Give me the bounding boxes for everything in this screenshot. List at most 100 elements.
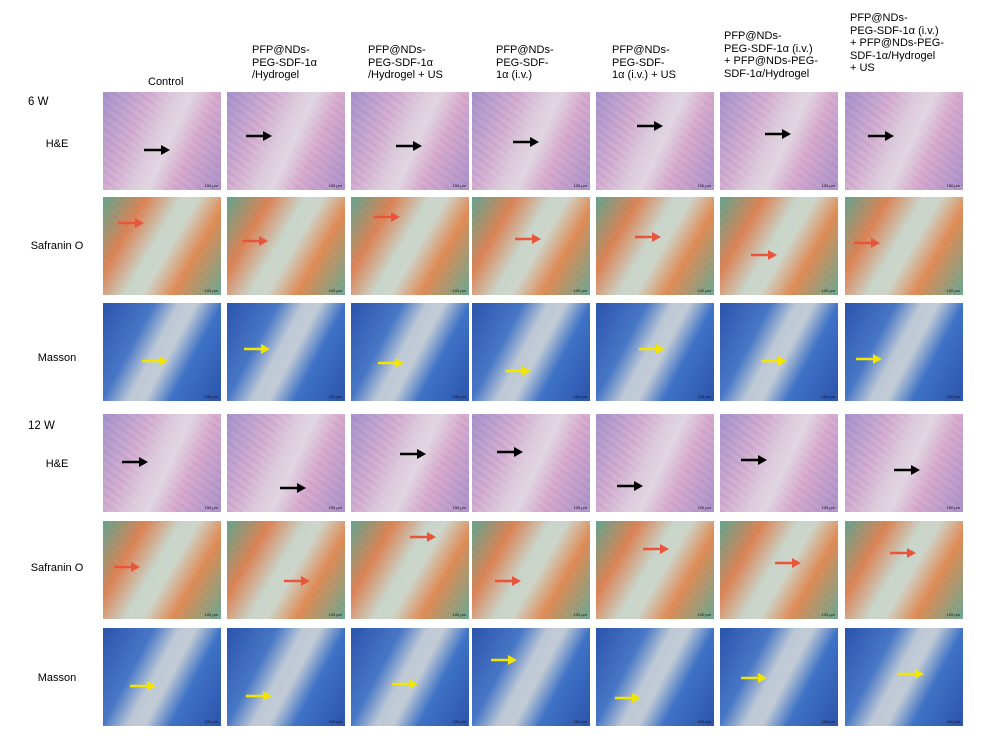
arrow-icon — [392, 679, 418, 689]
micrograph-panel: 100 μm — [845, 521, 963, 619]
arrow-icon — [491, 655, 517, 665]
micrograph-panel: 100 μm — [472, 521, 590, 619]
micrograph-panel: 100 μm — [472, 197, 590, 295]
arrow-icon — [118, 218, 144, 228]
scale-bar-label: 100 μm — [821, 719, 835, 724]
scale-bar-label: 100 μm — [946, 612, 960, 617]
micrograph-panel: 100 μm — [103, 414, 221, 512]
column-header-hydrogel: PFP@NDs- PEG-SDF-1α /Hydrogel — [252, 44, 318, 81]
scale-bar-label: 100 μm — [328, 719, 342, 724]
arrow-icon — [505, 366, 531, 376]
arrow-icon — [741, 455, 767, 465]
scale-bar-label: 100 μm — [328, 612, 342, 617]
row-label-masson-12w: Masson — [37, 672, 77, 684]
scale-bar-label: 100 μm — [697, 505, 711, 510]
scale-bar-label: 100 μm — [204, 612, 218, 617]
scale-bar-label: 100 μm — [697, 612, 711, 617]
column-header-hydrogel-us: PFP@NDs- PEG-SDF-1α /Hydrogel + US — [368, 44, 443, 81]
arrow-icon — [130, 681, 156, 691]
micrograph-panel: 100 μm — [227, 197, 345, 295]
scale-bar-label: 100 μm — [946, 505, 960, 510]
scale-bar-label: 100 μm — [946, 719, 960, 724]
scale-bar-label: 100 μm — [328, 505, 342, 510]
scale-bar-label: 100 μm — [573, 183, 587, 188]
scale-bar-label: 100 μm — [573, 612, 587, 617]
micrograph-panel: 100 μm — [596, 197, 714, 295]
micrograph-panel: 100 μm — [596, 521, 714, 619]
micrograph-panel: 100 μm — [720, 197, 838, 295]
micrograph-panel: 100 μm — [351, 521, 469, 619]
arrow-icon — [890, 548, 916, 558]
arrow-icon — [615, 693, 641, 703]
scale-bar-label: 100 μm — [573, 505, 587, 510]
scale-bar-label: 100 μm — [821, 183, 835, 188]
arrow-icon — [751, 250, 777, 260]
arrow-icon — [396, 141, 422, 151]
micrograph-panel: 100 μm — [351, 303, 469, 401]
micrograph-panel: 100 μm — [845, 628, 963, 726]
scale-bar-label: 100 μm — [328, 394, 342, 399]
arrow-icon — [856, 354, 882, 364]
arrow-icon — [242, 236, 268, 246]
micrograph-panel: 100 μm — [845, 92, 963, 190]
micrograph-panel: 100 μm — [472, 414, 590, 512]
column-header-control: Control — [148, 76, 184, 88]
arrow-icon — [868, 131, 894, 141]
scale-bar-label: 100 μm — [204, 719, 218, 724]
micrograph-panel: 100 μm — [720, 521, 838, 619]
row-label-masson-6w: Masson — [37, 352, 77, 364]
micrograph-panel: 100 μm — [720, 414, 838, 512]
scale-bar-label: 100 μm — [821, 288, 835, 293]
arrow-icon — [400, 449, 426, 459]
arrow-icon — [513, 137, 539, 147]
arrow-icon — [114, 562, 140, 572]
micrograph-panel: 100 μm — [103, 92, 221, 190]
row-label-he-12w: H&E — [45, 458, 69, 470]
micrograph-panel: 100 μm — [103, 197, 221, 295]
column-header-iv-us: PFP@NDs- PEG-SDF- 1α (i.v.) + US — [612, 44, 676, 81]
scale-bar-label: 100 μm — [697, 719, 711, 724]
micrograph-panel: 100 μm — [720, 92, 838, 190]
arrow-icon — [765, 129, 791, 139]
row-label-safranin-12w: Safranin O — [30, 562, 84, 574]
arrow-icon — [635, 232, 661, 242]
scale-bar-label: 100 μm — [697, 394, 711, 399]
scale-bar-label: 100 μm — [204, 505, 218, 510]
micrograph-panel: 100 μm — [103, 628, 221, 726]
arrow-icon — [639, 344, 665, 354]
arrow-icon — [280, 483, 306, 493]
time-label-12w: 12 W — [28, 420, 55, 432]
micrograph-panel: 100 μm — [845, 197, 963, 295]
arrow-icon — [741, 673, 767, 683]
scale-bar-label: 100 μm — [452, 719, 466, 724]
scale-bar-label: 100 μm — [573, 288, 587, 293]
scale-bar-label: 100 μm — [821, 612, 835, 617]
micrograph-panel: 100 μm — [227, 92, 345, 190]
micrograph-panel: 100 μm — [472, 303, 590, 401]
row-label-he-6w: H&E — [45, 138, 69, 150]
column-header-iv-hydrogel-us: PFP@NDs- PEG-SDF-1α (i.v.) + PFP@NDs-PEG… — [850, 12, 944, 74]
micrograph-panel: 100 μm — [596, 92, 714, 190]
arrow-icon — [122, 457, 148, 467]
arrow-icon — [643, 544, 669, 554]
scale-bar-label: 100 μm — [452, 288, 466, 293]
micrograph-panel: 100 μm — [227, 414, 345, 512]
scale-bar-label: 100 μm — [204, 288, 218, 293]
arrow-icon — [284, 576, 310, 586]
arrow-icon — [142, 356, 168, 366]
arrow-icon — [244, 344, 270, 354]
scale-bar-label: 100 μm — [204, 394, 218, 399]
scale-bar-label: 100 μm — [452, 183, 466, 188]
micrograph-panel: 100 μm — [351, 92, 469, 190]
micrograph-panel: 100 μm — [720, 303, 838, 401]
time-label-6w: 6 W — [28, 96, 49, 108]
micrograph-panel: 100 μm — [103, 521, 221, 619]
scale-bar-label: 100 μm — [328, 183, 342, 188]
micrograph-panel: 100 μm — [472, 92, 590, 190]
scale-bar-label: 100 μm — [573, 719, 587, 724]
micrograph-panel: 100 μm — [227, 628, 345, 726]
arrow-icon — [515, 234, 541, 244]
arrow-icon — [246, 131, 272, 141]
arrow-icon — [497, 447, 523, 457]
